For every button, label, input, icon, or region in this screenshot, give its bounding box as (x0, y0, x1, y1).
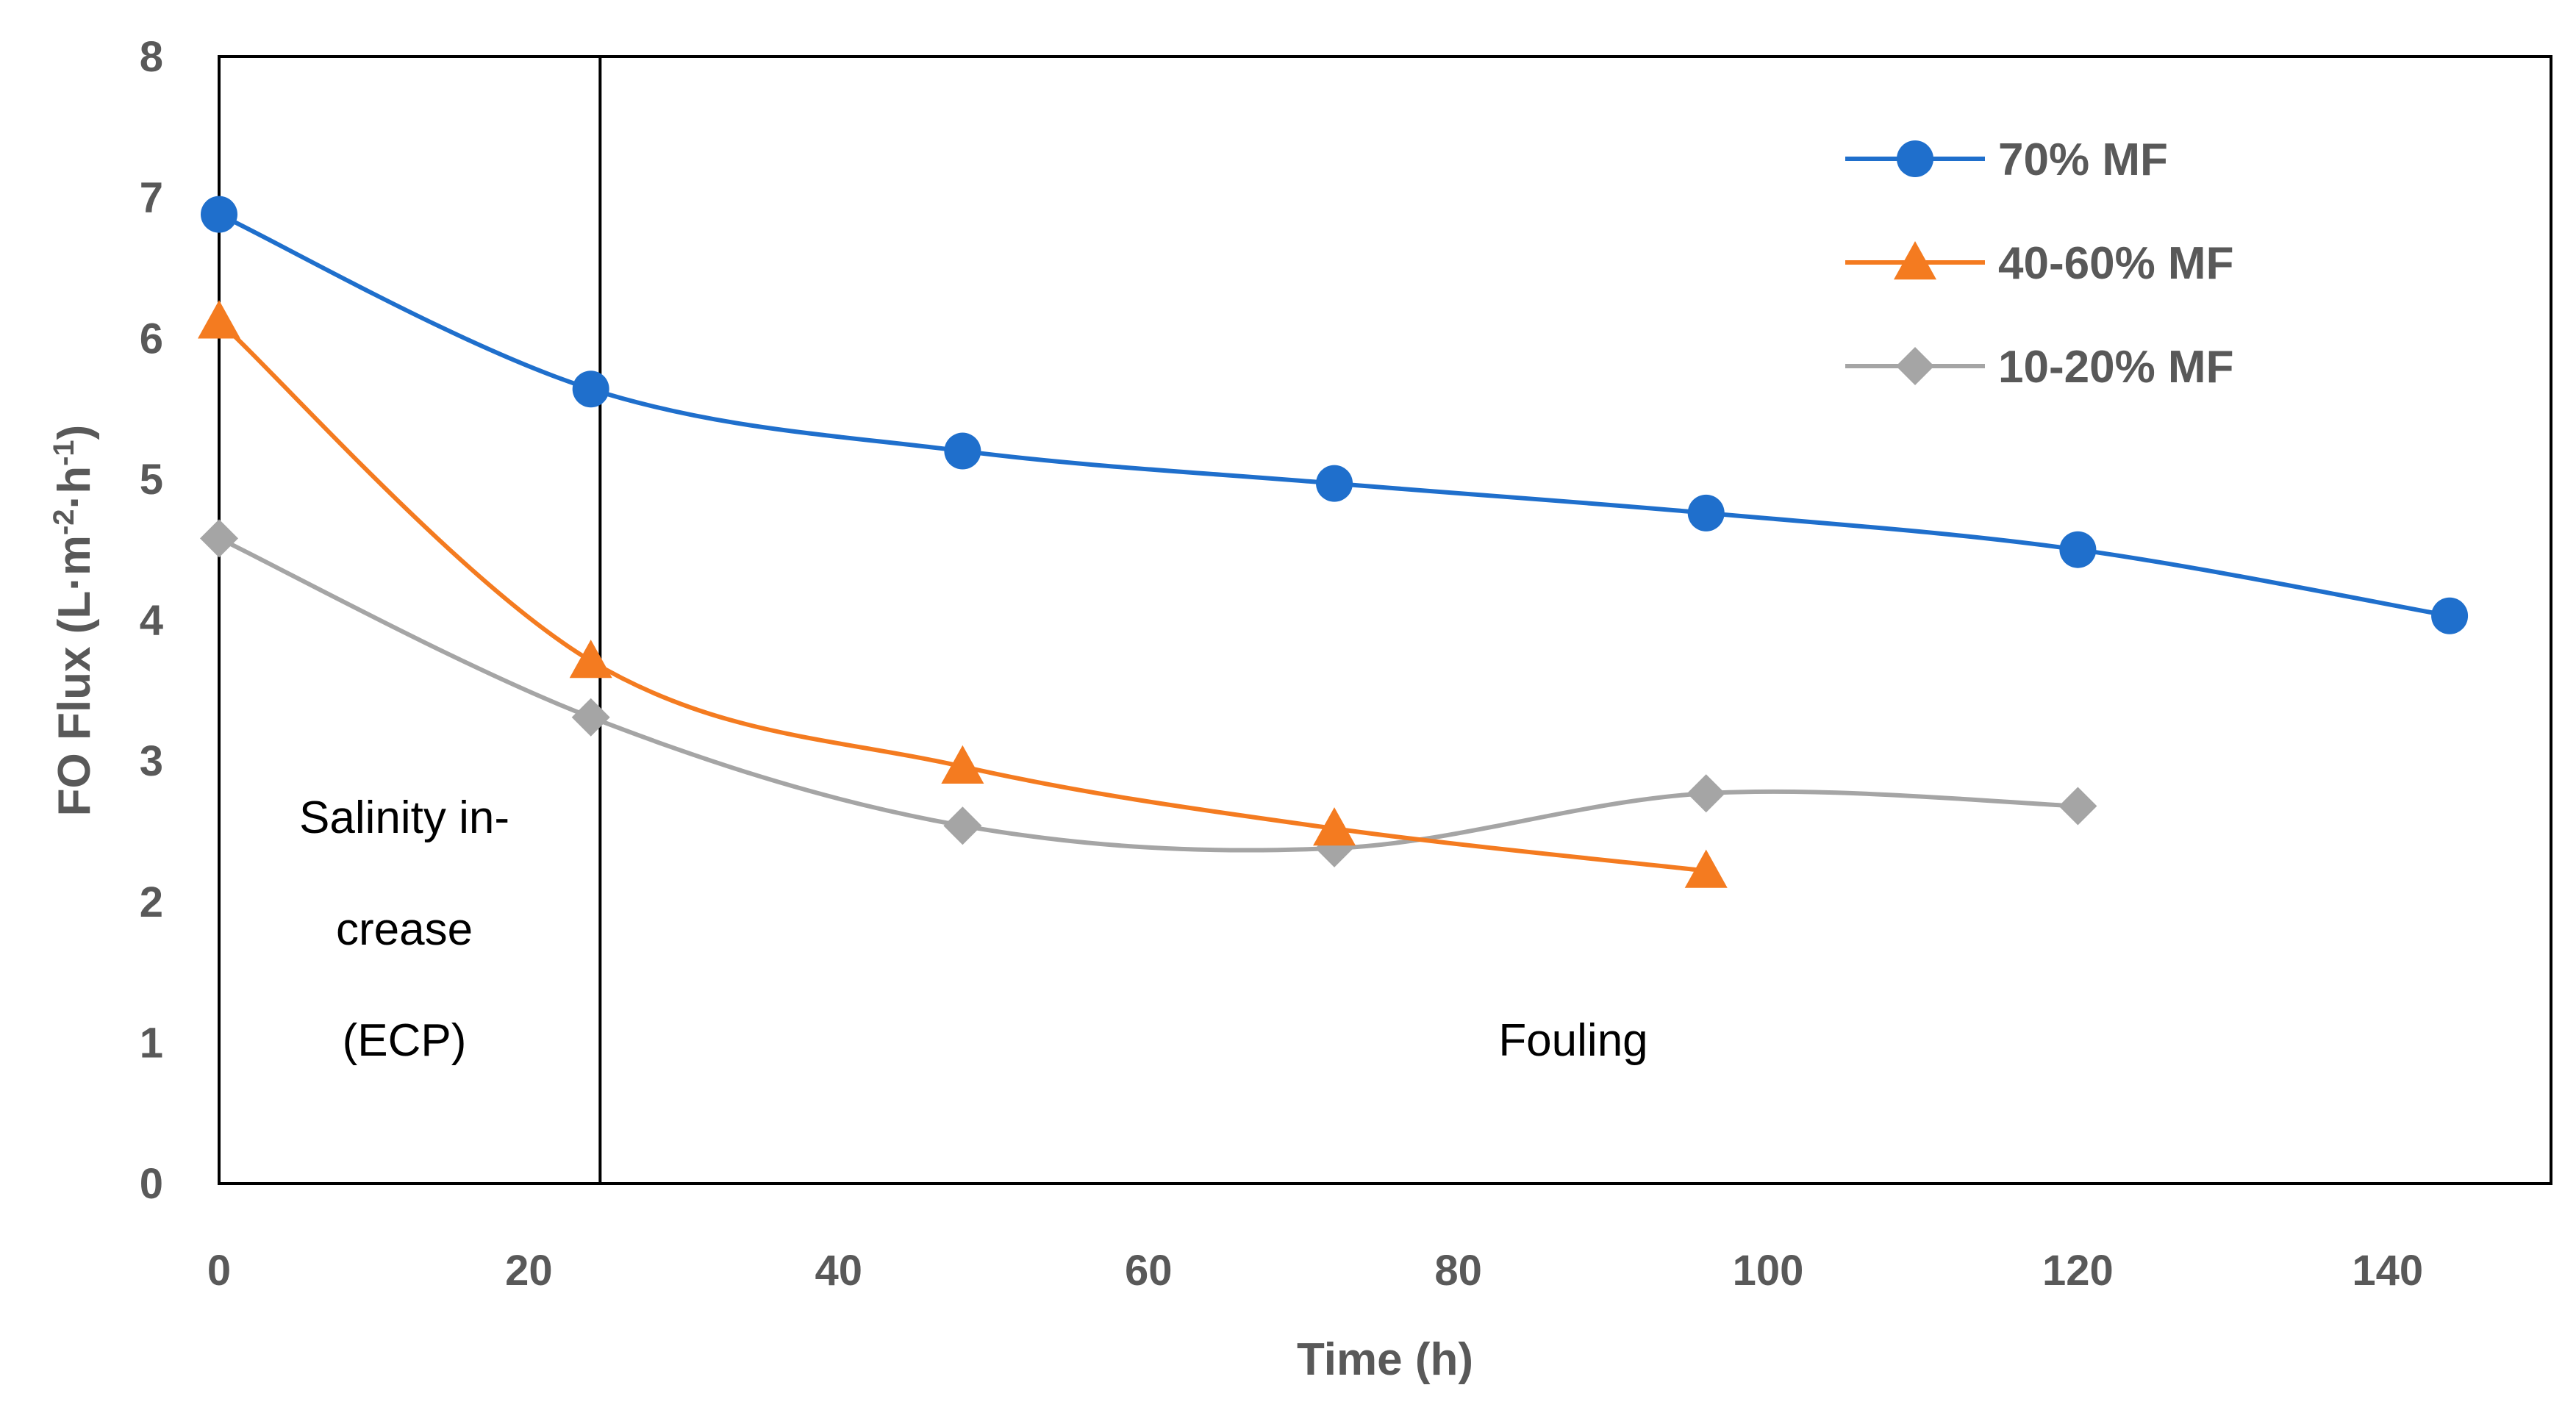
annotation-fouling: Fouling (1498, 1015, 1647, 1066)
data-point (571, 698, 610, 737)
legend-swatch-marker (1897, 140, 1933, 177)
y-tick-label: 5 (140, 456, 163, 504)
x-tick-label: 80 (1434, 1247, 1482, 1295)
x-axis-ticks: 0 20 40 60 80 100 120 140 (207, 1247, 2423, 1295)
data-point (1684, 849, 1728, 888)
y-tick-label: 1 (140, 1019, 163, 1067)
x-tick-label: 140 (2352, 1247, 2423, 1295)
legend-swatch-marker (1896, 347, 1934, 385)
data-point (201, 196, 237, 233)
data-point (2431, 597, 2469, 634)
y-tick-label: 2 (140, 878, 163, 926)
data-point (1687, 494, 1725, 531)
x-tick-label: 40 (815, 1247, 863, 1295)
data-point (572, 371, 609, 408)
series-line (218, 536, 2078, 853)
data-point (1313, 807, 1356, 846)
series-group (198, 196, 2469, 888)
y-axis-title-suffix: ) (49, 425, 100, 440)
y-tick-label: 3 (140, 737, 163, 785)
legend: 70% MF 40-60% MF 10-20% MF (1845, 135, 2233, 393)
y-tick-label: 7 (140, 174, 163, 222)
annotation-ecp-line-2: crease (336, 904, 473, 955)
x-tick-label: 60 (1125, 1247, 1173, 1295)
legend-label: 70% MF (1998, 135, 2168, 185)
y-tick-label: 4 (140, 597, 163, 645)
x-tick-label: 120 (2042, 1247, 2114, 1295)
data-point (200, 519, 238, 558)
x-tick-label: 0 (207, 1247, 231, 1295)
plot-area (218, 55, 2552, 1185)
data-point (1686, 774, 1725, 813)
data-point (941, 745, 984, 784)
legend-item: 70% MF (1845, 135, 2168, 185)
data-point (944, 432, 981, 470)
y-axis-title-mid: ·h (49, 466, 100, 509)
legend-label: 10-20% MF (1998, 342, 2233, 393)
annotation-ecp-line-1: Salinity in- (299, 792, 509, 843)
y-axis-title: FO Flux (L·m-2·h-1) (48, 425, 100, 817)
legend-item: 10-20% MF (1845, 342, 2233, 393)
legend-item: 40-60% MF (1845, 238, 2233, 289)
data-point (2058, 787, 2097, 826)
data-point (1316, 465, 1353, 502)
y-tick-label: 6 (140, 315, 163, 362)
series-line (217, 320, 1707, 873)
y-axis-title-prefix: FO Flux (L·m (49, 535, 100, 816)
data-point (943, 806, 982, 845)
y-axis-title-exp1: -2 (48, 509, 80, 535)
data-point (198, 300, 240, 339)
x-tick-label: 100 (1733, 1247, 1804, 1295)
series-10-20-mf (200, 519, 2097, 867)
legend-label: 40-60% MF (1998, 238, 2233, 289)
y-tick-label: 8 (140, 33, 163, 81)
data-point (569, 640, 612, 679)
series-70-mf (201, 196, 2469, 634)
x-axis-title: Time (h) (1297, 1334, 1473, 1385)
x-tick-label: 20 (505, 1247, 553, 1295)
y-tick-label: 0 (140, 1160, 163, 1208)
y-axis-title-exp2: -1 (48, 440, 80, 466)
series-40-60-mf (198, 300, 1728, 888)
annotation-ecp-line-3: (ECP) (343, 1015, 467, 1066)
legend-swatch-marker (1894, 241, 1936, 280)
y-axis-ticks: 0 1 2 3 4 5 6 7 8 (140, 33, 163, 1208)
data-point (2059, 531, 2097, 568)
